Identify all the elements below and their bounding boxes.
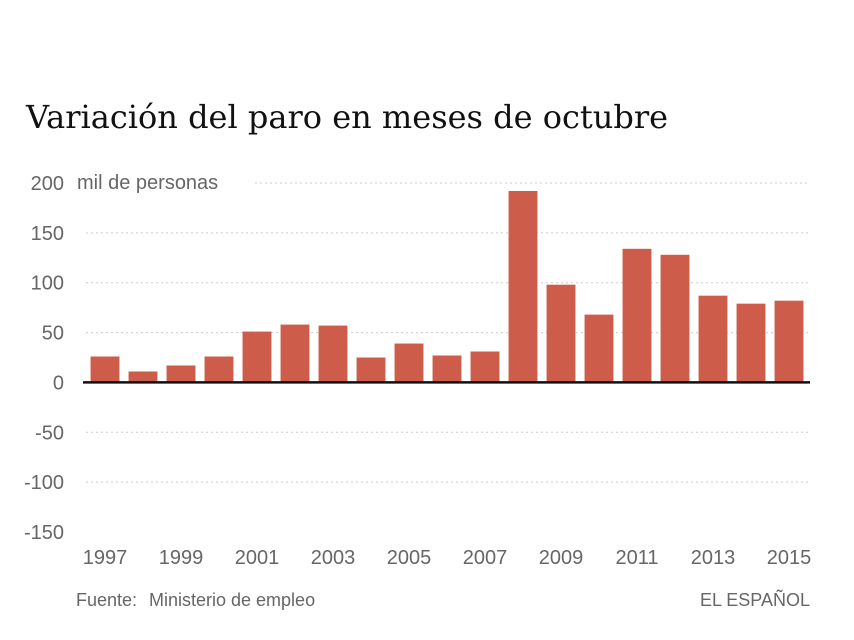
bar-2011 [622, 248, 652, 383]
bar-2012 [660, 254, 690, 383]
bar-1997 [90, 356, 120, 383]
bar-2000 [204, 356, 234, 383]
bar-2001 [242, 331, 272, 383]
y-tick-label: 100 [31, 273, 64, 295]
x-tick-label: 1997 [83, 547, 128, 569]
x-tick-label: 1999 [159, 547, 204, 569]
x-tick-label: 2015 [767, 547, 812, 569]
bar-2003 [318, 325, 348, 383]
y-axis-unit-label: mil de personas [77, 172, 218, 194]
y-tick-label: 0 [53, 372, 64, 394]
y-tick-label: -100 [24, 472, 64, 494]
x-tick-label: 2005 [387, 547, 432, 569]
bar-2007 [470, 351, 500, 383]
bar-2008 [508, 190, 538, 383]
y-axis-ticks: 200 150 100 50 0 -50 -100 -150 [24, 173, 64, 544]
x-tick-label: 2001 [235, 547, 280, 569]
bar-2009 [546, 284, 576, 383]
x-tick-label: 2011 [615, 547, 658, 569]
bar-2015 [774, 300, 804, 383]
bar-2004 [356, 357, 386, 383]
y-tick-label: 200 [31, 173, 64, 195]
bar-1998 [128, 371, 158, 383]
y-tick-label: -50 [35, 422, 64, 444]
x-tick-label: 2009 [539, 547, 584, 569]
y-tick-label: 50 [42, 323, 64, 345]
x-tick-label: 2013 [691, 547, 736, 569]
source-value: Ministerio de empleo [149, 590, 316, 610]
bar-2013 [698, 295, 728, 383]
x-tick-label: 2003 [311, 547, 356, 569]
bar-1999 [166, 365, 196, 383]
x-tick-label: 2007 [463, 547, 508, 569]
y-tick-label: -150 [24, 522, 64, 544]
chart-title: Variación del paro en meses de octubre [26, 98, 669, 136]
y-tick-label: 150 [31, 223, 64, 245]
bar-2005 [394, 343, 424, 383]
bar-2002 [280, 324, 310, 383]
bars [90, 190, 804, 383]
brand-logo-text: EL ESPAÑOL [699, 590, 810, 610]
source-label: Fuente: [76, 590, 138, 610]
x-axis-ticks: 1997 1999 2001 2003 2005 2007 2009 2011 2013 2015 [83, 547, 812, 569]
bar-2010 [584, 314, 614, 383]
bar-2014 [736, 303, 766, 383]
bar-2006 [432, 355, 462, 383]
